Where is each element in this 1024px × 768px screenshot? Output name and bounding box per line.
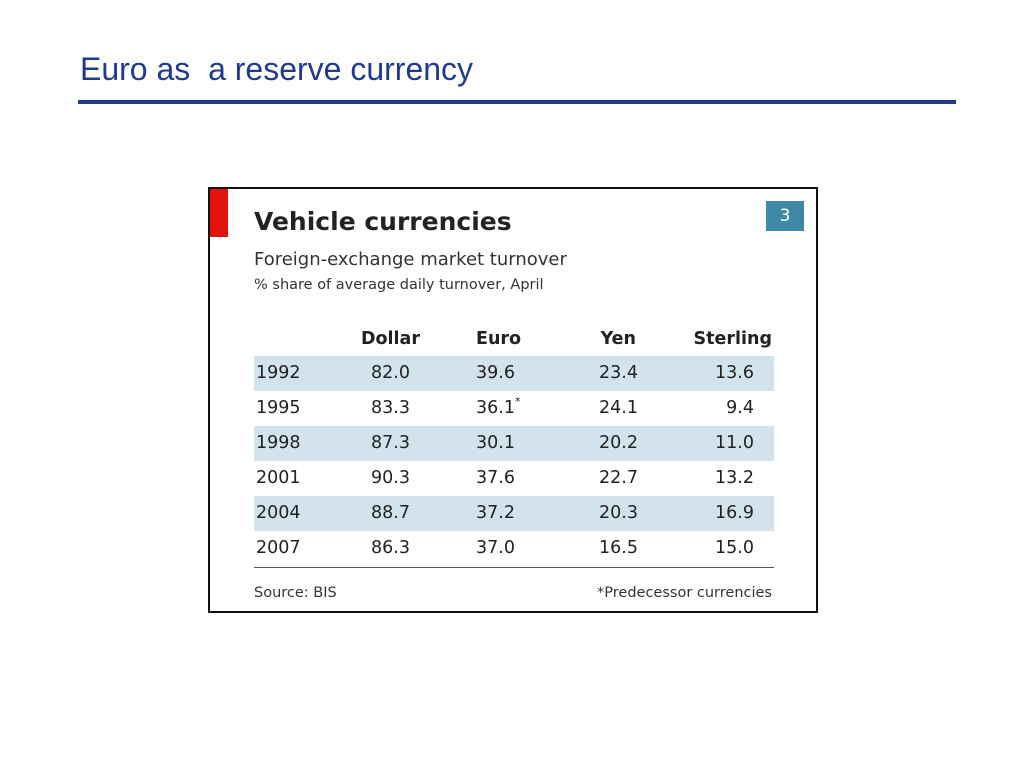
column-header-euro: Euro — [476, 329, 522, 349]
chart-title: Vehicle currencies — [254, 207, 512, 236]
red-tab-marker — [210, 189, 228, 237]
cell-euro: 37.0 — [476, 531, 566, 566]
cell-yen: 20.3 — [554, 496, 638, 531]
cell-sterling-value: 13.2 — [715, 468, 754, 488]
cell-euro-value: 37.0 — [476, 538, 515, 558]
table-header-row: Dollar Euro Yen Sterling — [254, 322, 774, 356]
slide-title: Euro as a reserve currency — [80, 51, 474, 87]
table-body: 1992 82.0 39.6 23.4 13.6 1995 83.3 36.1* 24.1 9.4… — [254, 356, 774, 566]
cell-year-value: 1998 — [256, 433, 301, 453]
cell-sterling-value: 16.9 — [715, 503, 754, 523]
cell-year: 2007 — [256, 531, 336, 566]
cell-yen-value: 20.2 — [599, 433, 638, 453]
cell-sterling: 16.9 — [654, 496, 754, 531]
table-row: 2001 90.3 37.6 22.7 13.2 — [254, 461, 774, 496]
table-bottom-rule — [254, 567, 774, 568]
table-row: 2007 86.3 37.0 16.5 15.0 — [254, 531, 774, 566]
cell-dollar: 83.3 — [324, 391, 410, 426]
cell-dollar-value: 90.3 — [371, 468, 410, 488]
cell-euro: 37.2 — [476, 496, 566, 531]
cell-year-value: 2004 — [256, 503, 301, 523]
chart-source: Source: BIS — [254, 585, 337, 601]
chart-unit-label: % share of average daily turnover, April — [254, 277, 544, 293]
table-row: 1998 87.3 30.1 20.2 11.0 — [254, 426, 774, 461]
cell-dollar: 86.3 — [324, 531, 410, 566]
cell-sterling-value: 9.4 — [726, 398, 754, 418]
cell-year-value: 2001 — [256, 468, 301, 488]
column-header-dollar: Dollar — [361, 329, 420, 349]
cell-dollar-value: 86.3 — [371, 538, 410, 558]
cell-euro-value: 39.6 — [476, 363, 515, 383]
column-header-sterling: Sterling — [693, 329, 772, 349]
table-row: 1995 83.3 36.1* 24.1 9.4 — [254, 391, 774, 426]
cell-euro: 39.6 — [476, 356, 566, 391]
cell-dollar-value: 87.3 — [371, 433, 410, 453]
cell-year: 2001 — [256, 461, 336, 496]
cell-year-value: 1995 — [256, 398, 301, 418]
title-underline — [78, 100, 956, 104]
cell-euro-value: 37.2 — [476, 503, 515, 523]
cell-yen: 16.5 — [554, 531, 638, 566]
cell-sterling-value: 15.0 — [715, 538, 754, 558]
footnote-marker: * — [514, 395, 521, 408]
cell-sterling: 9.4 — [654, 391, 754, 426]
cell-yen: 20.2 — [554, 426, 638, 461]
cell-year-value: 1992 — [256, 363, 301, 383]
cell-euro: 36.1* — [476, 391, 566, 426]
cell-year: 2004 — [256, 496, 336, 531]
chart-number-badge: 3 — [766, 201, 804, 231]
chart-figure: 3 Vehicle currencies Foreign-exchange ma… — [208, 187, 818, 613]
chart-footnote: *Predecessor currencies — [597, 585, 772, 601]
cell-yen-value: 22.7 — [599, 468, 638, 488]
cell-yen-value: 16.5 — [599, 538, 638, 558]
cell-yen: 24.1 — [554, 391, 638, 426]
cell-euro-value: 36.1 — [476, 398, 515, 418]
cell-sterling: 15.0 — [654, 531, 754, 566]
cell-dollar: 87.3 — [324, 426, 410, 461]
cell-year: 1995 — [256, 391, 336, 426]
cell-sterling: 13.6 — [654, 356, 754, 391]
cell-sterling-value: 13.6 — [715, 363, 754, 383]
cell-yen: 23.4 — [554, 356, 638, 391]
cell-euro-value: 37.6 — [476, 468, 515, 488]
cell-dollar-value: 88.7 — [371, 503, 410, 523]
cell-dollar: 88.7 — [324, 496, 410, 531]
cell-sterling: 11.0 — [654, 426, 754, 461]
cell-yen-value: 20.3 — [599, 503, 638, 523]
cell-sterling: 13.2 — [654, 461, 754, 496]
cell-euro: 37.6 — [476, 461, 566, 496]
chart-subtitle: Foreign-exchange market turnover — [254, 249, 567, 270]
table-row: 2004 88.7 37.2 20.3 16.9 — [254, 496, 774, 531]
cell-dollar-value: 83.3 — [371, 398, 410, 418]
column-header-yen: Yen — [600, 329, 636, 349]
table-row: 1992 82.0 39.6 23.4 13.6 — [254, 356, 774, 391]
cell-dollar: 90.3 — [324, 461, 410, 496]
cell-yen-value: 23.4 — [599, 363, 638, 383]
cell-year: 1998 — [256, 426, 336, 461]
cell-euro: 30.1 — [476, 426, 566, 461]
cell-yen: 22.7 — [554, 461, 638, 496]
cell-year: 1992 — [256, 356, 336, 391]
cell-yen-value: 24.1 — [599, 398, 638, 418]
turnover-table: Dollar Euro Yen Sterling 1992 82.0 39.6 23.… — [254, 322, 774, 566]
cell-dollar: 82.0 — [324, 356, 410, 391]
cell-euro-value: 30.1 — [476, 433, 515, 453]
cell-sterling-value: 11.0 — [715, 433, 754, 453]
cell-dollar-value: 82.0 — [371, 363, 410, 383]
cell-year-value: 2007 — [256, 538, 301, 558]
